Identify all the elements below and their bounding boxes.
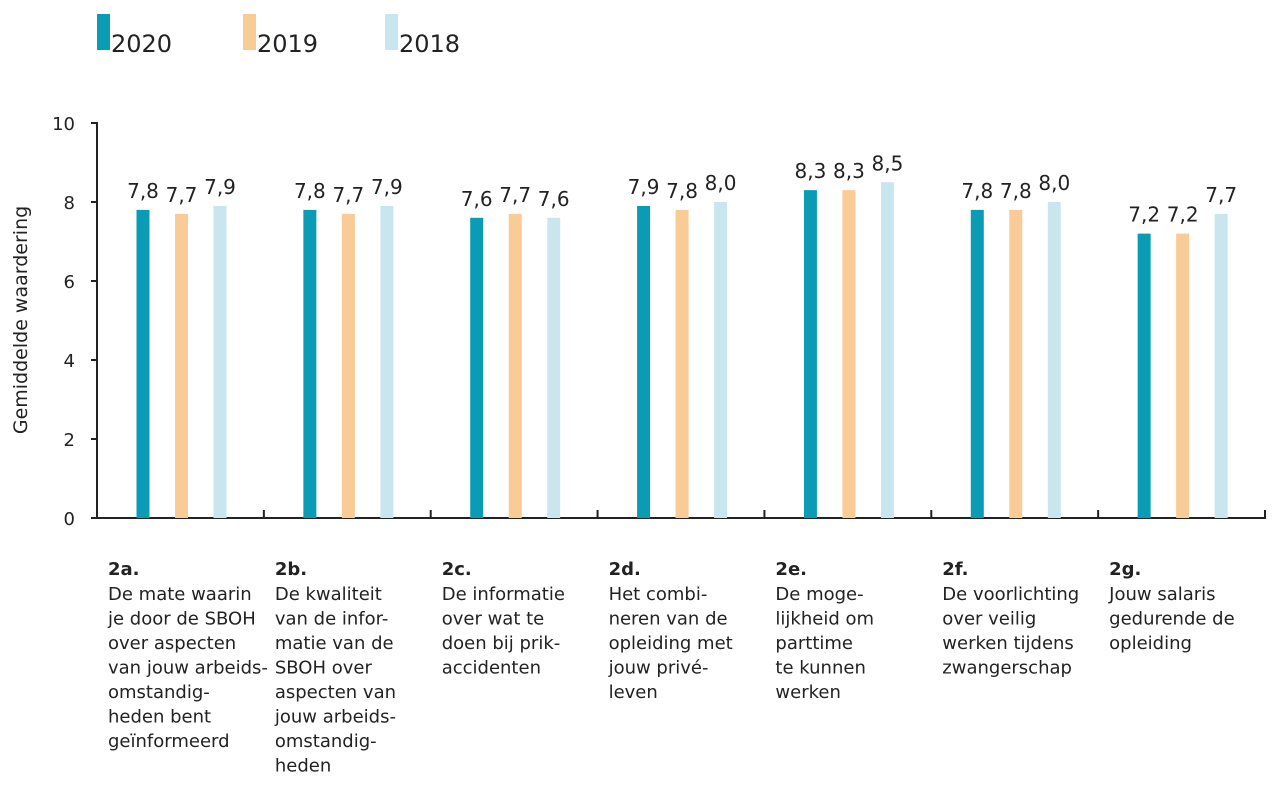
bar (380, 205, 394, 518)
value-label: 7,8 (1000, 179, 1032, 203)
legend-swatch (97, 14, 110, 50)
bar (970, 209, 984, 518)
legend-swatch (385, 14, 398, 50)
category-description: De voorlichting (942, 584, 1079, 605)
value-label: 7,9 (204, 175, 236, 199)
category-description: werken tijdens (942, 633, 1074, 654)
y-tick-label: 10 (52, 114, 75, 135)
category-description: Het combi- (609, 584, 708, 605)
legend-label: 2019 (257, 30, 318, 58)
category-code: 2e. (775, 559, 807, 580)
value-label: 8,0 (1038, 171, 1070, 195)
value-label: 8,3 (795, 159, 827, 183)
value-label: 8,5 (872, 151, 904, 175)
bar (136, 209, 150, 518)
bar (303, 209, 317, 518)
bar (1009, 209, 1023, 518)
value-label: 7,7 (166, 183, 198, 207)
value-label: 7,7 (499, 183, 531, 207)
category-description: De informatie (442, 584, 565, 605)
value-label: 8,0 (705, 171, 737, 195)
category-description: zwangerschap (942, 658, 1072, 679)
legend-label: 2020 (111, 30, 172, 58)
category-description: De mate waarin (108, 584, 252, 605)
value-label: 8,3 (833, 159, 865, 183)
value-label: 7,6 (461, 187, 493, 211)
bar (1047, 202, 1061, 518)
category-description: parttime (775, 633, 853, 654)
y-tick-label: 6 (64, 272, 75, 293)
value-label: 7,7 (1205, 183, 1237, 207)
bar (470, 217, 484, 519)
value-label: 7,8 (961, 179, 993, 203)
category-description: jouw arbeids- (274, 707, 396, 728)
bar (842, 190, 856, 518)
category-description: matie van de (275, 633, 394, 654)
category-description: over veilig (942, 609, 1036, 630)
bar (880, 182, 894, 518)
value-label: 7,9 (628, 175, 660, 199)
value-label: 7,8 (666, 179, 698, 203)
bar (714, 202, 728, 518)
category-description: doen bij prik- (442, 633, 561, 654)
category-description: over wat te (442, 609, 545, 630)
category-description: De kwaliteit (275, 584, 382, 605)
category-description: accidenten (442, 658, 541, 679)
category-code: 2a. (108, 559, 140, 580)
category-description: je door de SBOH (107, 609, 256, 630)
category-description: te kunnen (775, 658, 865, 679)
y-axis-label: Gemiddelde waardering (10, 206, 32, 434)
category-code: 2g. (1109, 559, 1141, 580)
value-label: 7,2 (1167, 203, 1199, 227)
bar (675, 209, 689, 518)
y-tick-label: 0 (64, 509, 75, 530)
category-description: over aspecten (108, 633, 236, 654)
category-description: van jouw arbeids- (108, 658, 268, 679)
category-code: 2f. (942, 559, 968, 580)
value-label: 7,8 (127, 179, 159, 203)
bar (175, 213, 188, 518)
value-label: 7,6 (538, 187, 570, 211)
bar (1214, 213, 1228, 518)
category-description: jouw privé- (608, 658, 709, 679)
y-tick-label: 2 (64, 430, 75, 451)
bar (341, 213, 355, 518)
category-description: SBOH over (275, 658, 373, 679)
bar (508, 213, 522, 518)
value-label: 7,8 (294, 179, 326, 203)
category-description: heden bent (108, 707, 211, 728)
category-code: 2c. (442, 559, 472, 580)
bar (213, 205, 227, 518)
bar (1176, 233, 1190, 518)
bar (803, 190, 817, 518)
category-description: omstandig- (108, 682, 210, 703)
bar (1137, 233, 1151, 518)
y-tick-label: 4 (64, 351, 75, 372)
category-description: omstandig- (275, 731, 377, 752)
bar (637, 205, 651, 518)
category-description: opleiding (1109, 633, 1192, 654)
category-description: gedurende de (1109, 609, 1235, 630)
category-code: 2b. (275, 559, 307, 580)
value-label: 7,2 (1128, 203, 1160, 227)
category-description: leven (609, 682, 658, 703)
category-description: neren van de (609, 609, 728, 630)
category-description: heden (275, 756, 331, 777)
value-label: 7,7 (332, 183, 364, 207)
category-description: werken (775, 682, 840, 703)
legend-label: 2018 (399, 30, 460, 58)
y-tick-label: 8 (64, 193, 75, 214)
bar (547, 217, 561, 519)
category-description: van de infor- (275, 609, 389, 630)
category-description: opleiding met (609, 633, 733, 654)
category-description: Jouw salaris (1108, 584, 1215, 605)
legend-swatch (243, 14, 256, 50)
category-description: aspecten van (275, 682, 396, 703)
category-code: 2d. (609, 559, 641, 580)
category-description: geïnformeerd (108, 731, 230, 752)
value-label: 7,9 (371, 175, 403, 199)
category-description: De moge- (775, 584, 863, 605)
category-description: lijkheid om (775, 609, 874, 630)
